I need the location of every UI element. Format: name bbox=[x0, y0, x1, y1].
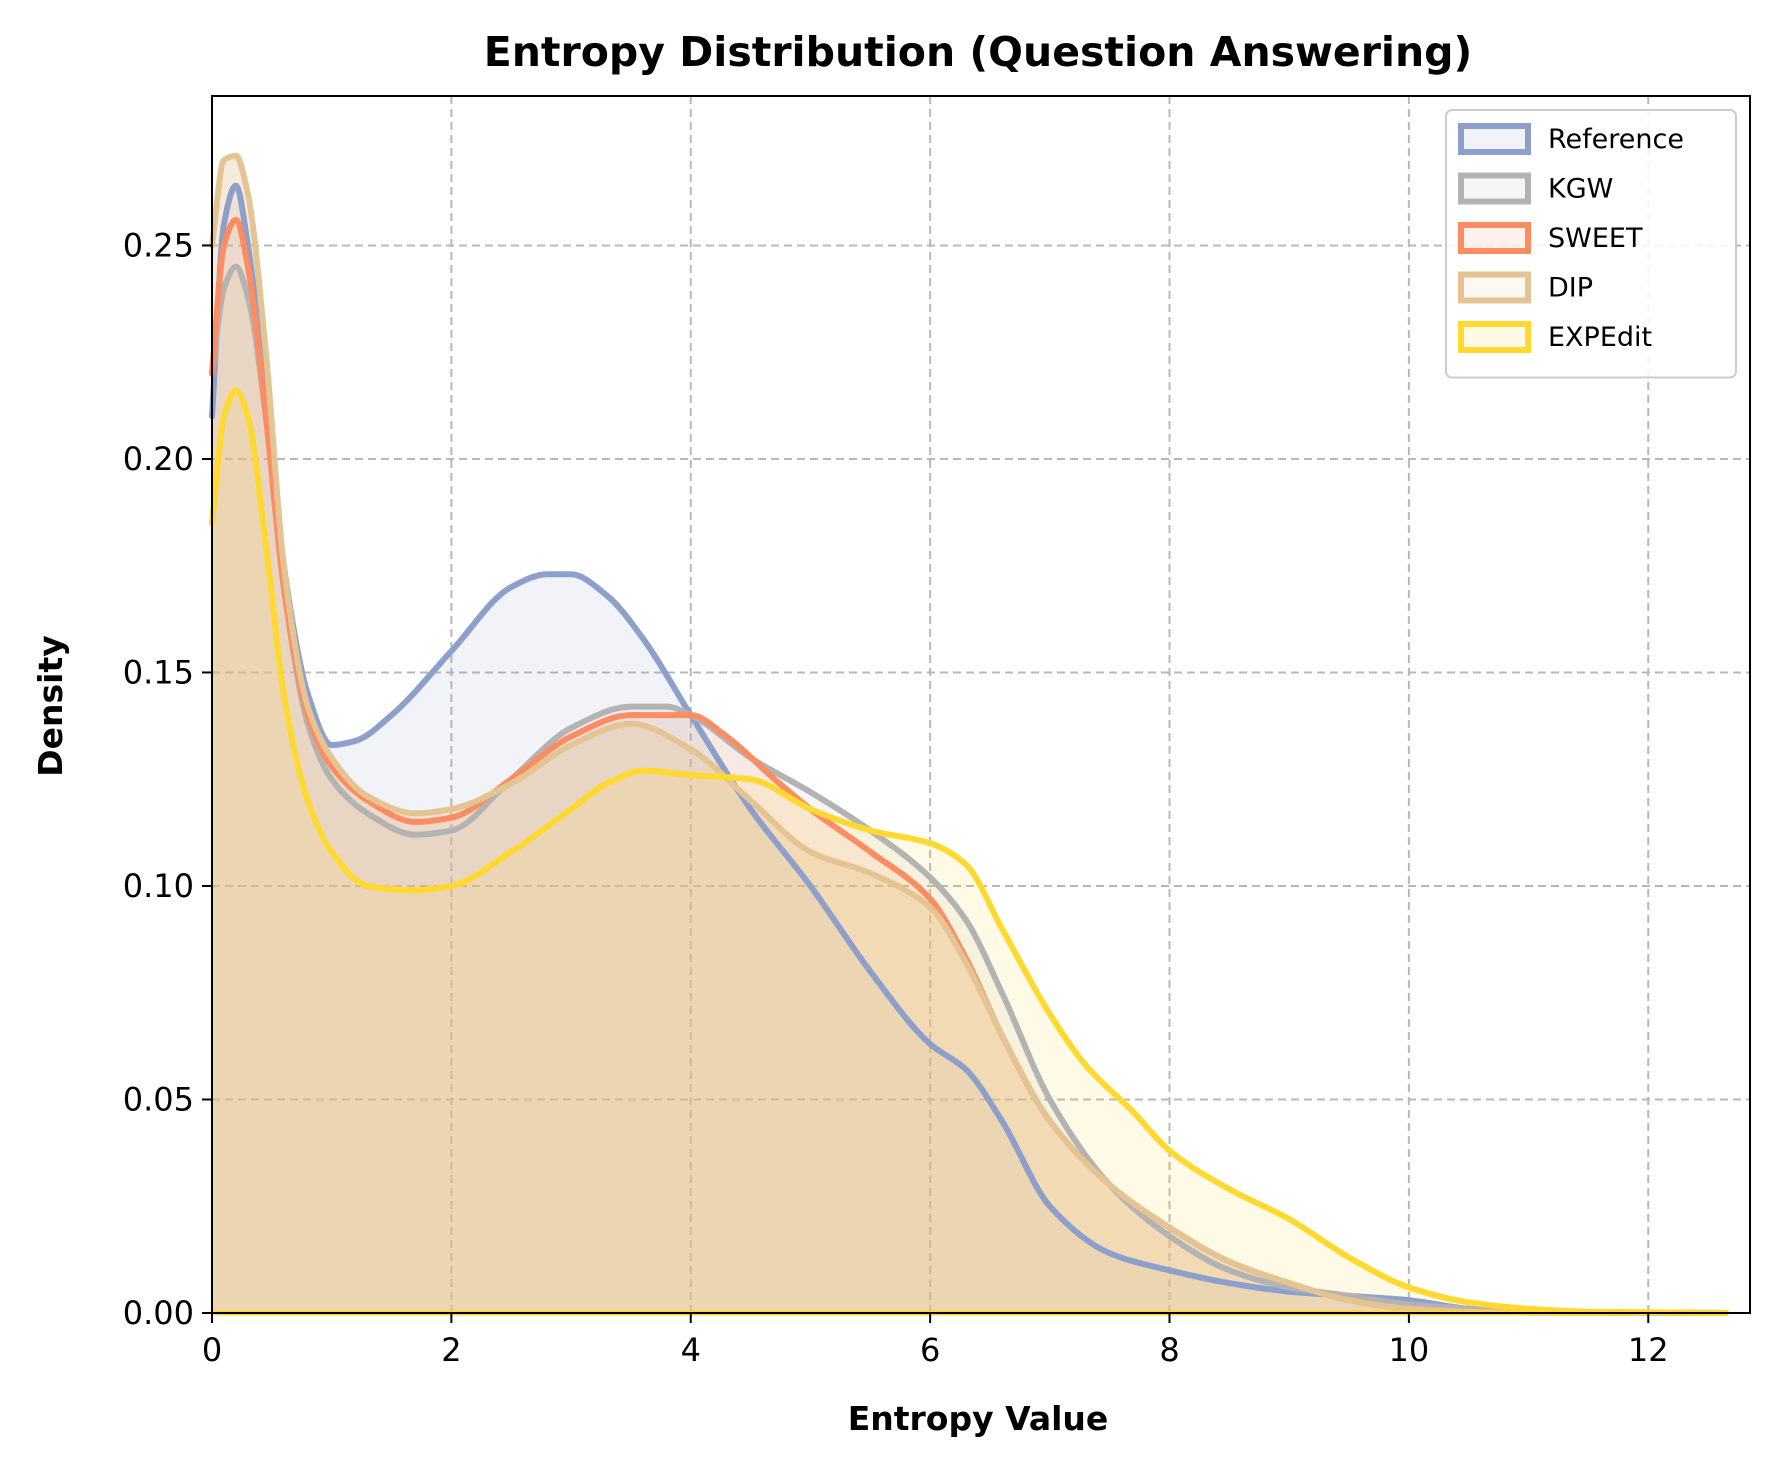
x-tick-label: 8 bbox=[1159, 1331, 1179, 1369]
series-fill-expedit bbox=[212, 390, 1727, 1313]
y-axis: 0.00 0.05 0.10 0.15 0.20 0.25 bbox=[123, 226, 212, 1332]
series-line-dip bbox=[209, 152, 1730, 1316]
series-lines bbox=[209, 152, 1730, 1316]
legend: Reference KGW SWEET DIP EXPEdit bbox=[1445, 109, 1737, 379]
x-tick-label: 0 bbox=[202, 1331, 222, 1369]
legend-label-kgw: KGW bbox=[1548, 174, 1613, 205]
y-axis-label: Density bbox=[31, 635, 70, 777]
plot-frame bbox=[211, 95, 1751, 1314]
series-line-expedit bbox=[209, 387, 1730, 1316]
x-tick-label: 4 bbox=[681, 1331, 701, 1369]
y-tick-label: 0.20 bbox=[123, 440, 194, 478]
y-tick-label: 0.25 bbox=[123, 226, 194, 264]
x-tick-label: 2 bbox=[441, 1331, 461, 1369]
legend-swatch-sweet bbox=[1458, 222, 1531, 254]
x-tick-label: 12 bbox=[1628, 1331, 1669, 1369]
legend-swatch-reference bbox=[1458, 123, 1531, 155]
legend-swatch-expedit bbox=[1458, 321, 1531, 353]
x-axis: 0 2 4 6 8 10 12 bbox=[202, 1313, 1669, 1369]
grid bbox=[212, 96, 1750, 1313]
series-fill-reference bbox=[212, 185, 1727, 1313]
legend-swatch-dip bbox=[1458, 271, 1531, 304]
legend-label-reference: Reference bbox=[1548, 124, 1684, 155]
legend-label-sweet: SWEET bbox=[1548, 223, 1643, 254]
series-fill-kgw bbox=[212, 266, 1727, 1313]
x-axis-label: Entropy Value bbox=[848, 1399, 1109, 1438]
y-tick-label: 0.15 bbox=[123, 653, 194, 691]
legend-label-dip: DIP bbox=[1548, 273, 1593, 304]
chart-title: Entropy Distribution (Question Answering… bbox=[484, 28, 1473, 76]
series-fill-sweet bbox=[212, 219, 1727, 1314]
y-tick-label: 0.10 bbox=[123, 867, 194, 905]
series-fill-dip bbox=[212, 155, 1727, 1313]
y-tick-label: 0.00 bbox=[123, 1294, 194, 1332]
x-tick-label: 10 bbox=[1389, 1331, 1430, 1369]
series-fills bbox=[212, 155, 1727, 1314]
legend-label-expedit: EXPEdit bbox=[1548, 322, 1652, 353]
legend-swatch-kgw bbox=[1458, 172, 1531, 205]
x-tick-label: 6 bbox=[920, 1331, 940, 1369]
y-tick-label: 0.05 bbox=[123, 1080, 194, 1118]
